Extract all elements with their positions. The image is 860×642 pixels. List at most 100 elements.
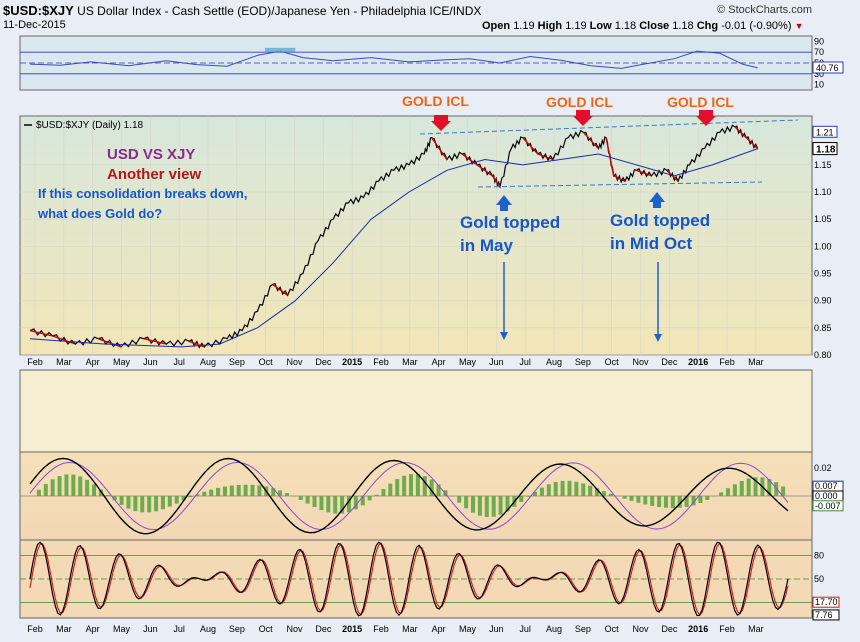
price-x-tick-label: Apr bbox=[86, 357, 100, 367]
gold-icl-label-3: GOLD ICL bbox=[667, 94, 734, 110]
macd-histogram-bar bbox=[147, 496, 152, 513]
price-y-tick-label: 0.80 bbox=[814, 350, 832, 360]
macd-histogram-bar bbox=[395, 479, 400, 496]
stoch-x-tick-label: Apr bbox=[86, 624, 100, 634]
stoch-value-label: 17.70 bbox=[815, 597, 838, 607]
stoch-x-tick-label: Jul bbox=[173, 624, 185, 634]
rsi-value-label: 40.76 bbox=[816, 63, 839, 73]
price-x-tick-label: Sep bbox=[575, 357, 591, 367]
stoch-y-tick-label: 50 bbox=[814, 574, 824, 584]
stoch-line bbox=[29, 541, 789, 617]
price-x-tick-label: Feb bbox=[27, 357, 43, 367]
stoch-x-tick-label: Jun bbox=[489, 624, 504, 634]
price-y-tick-label: 1.10 bbox=[814, 187, 832, 197]
stoch-x-tick-label: Mar bbox=[56, 624, 72, 634]
down-pointer-icon bbox=[654, 334, 662, 342]
macd-histogram-bar bbox=[663, 496, 668, 508]
stoch-signal-line bbox=[29, 542, 789, 616]
macd-histogram-bar bbox=[202, 491, 207, 496]
macd-histogram-bar bbox=[50, 479, 55, 496]
stoch-x-tick-label: Sep bbox=[229, 624, 245, 634]
macd-histogram-bar bbox=[643, 496, 648, 505]
macd-histogram-bar bbox=[160, 496, 165, 510]
macd-histogram-bar bbox=[526, 496, 531, 497]
stoch-x-tick-label: Aug bbox=[200, 624, 216, 634]
ma-line bbox=[29, 148, 758, 348]
stoch-value-box bbox=[812, 596, 840, 608]
stoch-x-tick-label: Feb bbox=[373, 624, 389, 634]
macd-histogram-bar bbox=[92, 484, 97, 496]
up-arrow-icon bbox=[496, 195, 512, 211]
price-x-tick-label: Jun bbox=[143, 357, 158, 367]
macd-histogram-bar bbox=[691, 496, 696, 506]
rsi-y-tick-label: 90 bbox=[814, 36, 824, 46]
macd-line bbox=[29, 457, 789, 535]
price-box-current bbox=[812, 142, 838, 156]
macd-histogram-bar bbox=[298, 496, 303, 500]
close-label: Close bbox=[639, 20, 670, 32]
macd-y-tick-label: 0.02 bbox=[814, 463, 832, 473]
macd-histogram-bar bbox=[436, 484, 441, 496]
macd-value-label: -0.007 bbox=[815, 501, 841, 511]
macd-histogram-bar bbox=[539, 487, 544, 496]
price-x-tick-label: Feb bbox=[719, 357, 735, 367]
price-x-tick-label: 2016 bbox=[688, 357, 708, 367]
rsi-y-tick-label: 30 bbox=[814, 69, 824, 79]
stoch-x-tick-label: Sep bbox=[575, 624, 591, 634]
stoch-x-tick-label: Aug bbox=[546, 624, 562, 634]
macd-histogram-bar bbox=[415, 474, 420, 496]
stoch-x-tick-label: 2015 bbox=[342, 624, 362, 634]
annotation-title-1: USD VS XJY bbox=[107, 146, 196, 163]
macd-histogram-bar bbox=[388, 483, 393, 496]
price-x-tick-label: Dec bbox=[661, 357, 678, 367]
macd-histogram-bar bbox=[154, 496, 159, 512]
macd-histogram-bar bbox=[126, 496, 131, 509]
macd-histogram-bar bbox=[746, 478, 751, 496]
macd-histogram-bar bbox=[284, 493, 289, 496]
macd-histogram-bar bbox=[498, 496, 503, 515]
stoch-x-tick-label: Nov bbox=[633, 624, 650, 634]
gold-icl-label-2: GOLD ICL bbox=[546, 94, 613, 110]
high-label: High bbox=[537, 20, 563, 32]
macd-histogram-bar bbox=[684, 496, 689, 507]
macd-histogram-bar bbox=[353, 496, 358, 510]
macd-histogram-bar bbox=[374, 494, 379, 496]
macd-histogram-bar bbox=[450, 496, 455, 497]
macd-histogram-bar bbox=[167, 496, 172, 507]
price-x-tick-label: 2015 bbox=[342, 357, 362, 367]
annotation-may-2: in May bbox=[460, 236, 513, 255]
macd-histogram-bar bbox=[409, 474, 413, 496]
price-x-tick-label: Feb bbox=[373, 357, 389, 367]
chart-date: 11-Dec-2015 bbox=[3, 19, 66, 31]
annotation-question-2: what does Gold do? bbox=[38, 206, 163, 221]
macd-histogram-bar bbox=[71, 474, 76, 496]
macd-histogram-bar bbox=[705, 496, 710, 500]
open-label: Open bbox=[482, 20, 511, 32]
macd-signal-line bbox=[29, 461, 789, 531]
gold-icl-label-1: GOLD ICL bbox=[402, 93, 469, 109]
ohlc-readout: Open 1.19 High 1.19 Low 1.18 Close 1.18 … bbox=[482, 20, 803, 32]
macd-upper-panel bbox=[19, 369, 813, 453]
brand[interactable]: © StockCharts.com bbox=[717, 4, 812, 16]
macd-histogram-bar bbox=[98, 489, 103, 496]
macd-histogram-bar bbox=[464, 496, 469, 509]
stoch-x-tick-label: Oct bbox=[259, 624, 274, 634]
macd-histogram-bar bbox=[278, 490, 283, 496]
macd-histogram-bar bbox=[429, 479, 434, 496]
macd-histogram-bar bbox=[629, 496, 634, 501]
annotation-title-2: Another view bbox=[107, 166, 202, 183]
chg-down-icon: ▼ bbox=[794, 21, 804, 31]
stoch-value-box bbox=[812, 609, 840, 621]
macd-histogram-bar bbox=[381, 489, 386, 496]
macd-histogram-bar bbox=[595, 488, 600, 496]
macd-histogram-bar bbox=[243, 484, 248, 496]
stoch-x-tick-label: Nov bbox=[287, 624, 304, 634]
macd-histogram-bar bbox=[553, 482, 558, 496]
macd-histogram-bar bbox=[346, 496, 351, 513]
price-x-tick-label: Mar bbox=[56, 357, 72, 367]
macd-histogram-bar bbox=[257, 485, 262, 496]
up-arrow-icon bbox=[649, 192, 665, 208]
symbol-name: US Dollar Index - Cash Settle (EOD)/Japa… bbox=[77, 4, 427, 18]
